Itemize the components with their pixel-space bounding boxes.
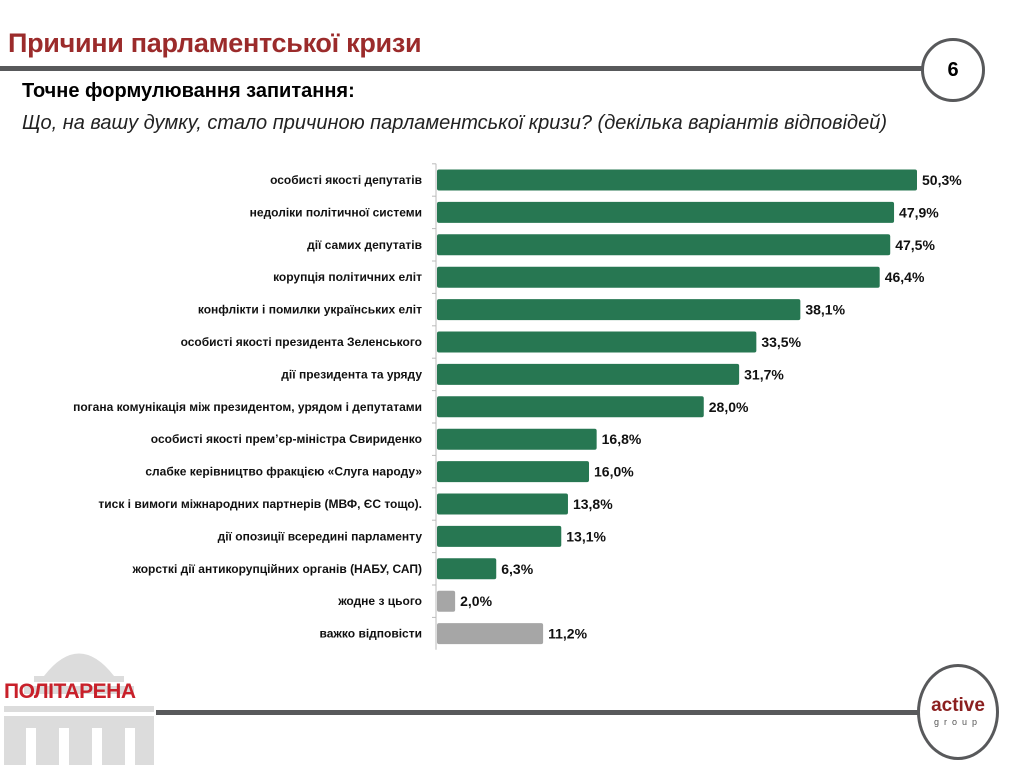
category-label: дії самих депутатів: [307, 238, 422, 252]
page-number-badge: 6: [921, 38, 985, 102]
category-label: особисті якості президента Зеленського: [181, 335, 422, 349]
category-label: слабке керівництво фракцією «Слуга народ…: [145, 465, 422, 479]
question-text: Що, на вашу думку, стало причиною парлам…: [22, 112, 887, 134]
bar: [437, 201, 895, 223]
data-label: 28,0%: [709, 399, 749, 415]
category-label: важко відповісти: [320, 627, 422, 641]
page-title: Причини парламентської кризи: [8, 28, 422, 58]
bar: [437, 169, 917, 191]
category-label: тиск і вимоги міжнародних партнерів (МВФ…: [98, 497, 422, 511]
category-label: дії президента та уряду: [281, 367, 422, 381]
bar: [437, 461, 590, 483]
bar: [437, 266, 880, 288]
logo-group: group: [933, 717, 983, 727]
data-label: 46,4%: [885, 269, 925, 285]
logo-active: active: [931, 695, 985, 716]
category-label: недоліки політичної системи: [250, 205, 422, 219]
data-label: 13,1%: [566, 528, 606, 544]
data-label: 31,7%: [744, 366, 784, 382]
data-label: 38,1%: [805, 302, 845, 318]
bar: [437, 428, 597, 450]
bar: [437, 623, 544, 645]
bar: [437, 493, 568, 515]
footer-divider: [156, 710, 921, 715]
politarena-building-logo: [4, 653, 154, 765]
bar: [437, 396, 704, 418]
category-label: особисті якості депутатів: [270, 173, 422, 187]
data-label: 47,5%: [895, 237, 935, 253]
active-group-logo: active group: [917, 664, 999, 760]
bar: [437, 331, 757, 353]
category-label: жодне з цього: [337, 594, 422, 608]
data-label: 33,5%: [761, 334, 801, 350]
data-label: 13,8%: [573, 496, 613, 512]
header-divider: [0, 66, 925, 71]
bar: [437, 525, 562, 547]
page-number: 6: [947, 58, 959, 81]
data-label: 2,0%: [460, 593, 492, 609]
bar: [437, 363, 740, 385]
data-label: 16,0%: [594, 464, 634, 480]
politarena-logo-text: ПОЛІТАРЕНА: [4, 680, 136, 703]
bar: [437, 234, 891, 256]
bar: [437, 590, 456, 612]
category-label: дії опозиції всередині парламенту: [218, 529, 423, 543]
category-label: корупція політичних еліт: [273, 270, 422, 284]
data-label: 11,2%: [548, 626, 587, 642]
category-label: погана комунікація між президентом, уряд…: [73, 400, 422, 414]
question-label: Точне формулювання запитання:: [22, 80, 355, 102]
bar: [437, 299, 801, 321]
category-label: особисті якості прем’єр-міністра Свириде…: [151, 432, 422, 446]
bar: [437, 558, 497, 580]
data-label: 16,8%: [602, 431, 642, 447]
category-label: жорсткі дії антикорупційних органів (НАБ…: [132, 562, 422, 576]
data-label: 6,3%: [501, 561, 533, 577]
data-label: 50,3%: [922, 172, 962, 188]
data-label: 47,9%: [899, 204, 939, 220]
category-label: конфлікти і помилки українських еліт: [198, 303, 422, 317]
